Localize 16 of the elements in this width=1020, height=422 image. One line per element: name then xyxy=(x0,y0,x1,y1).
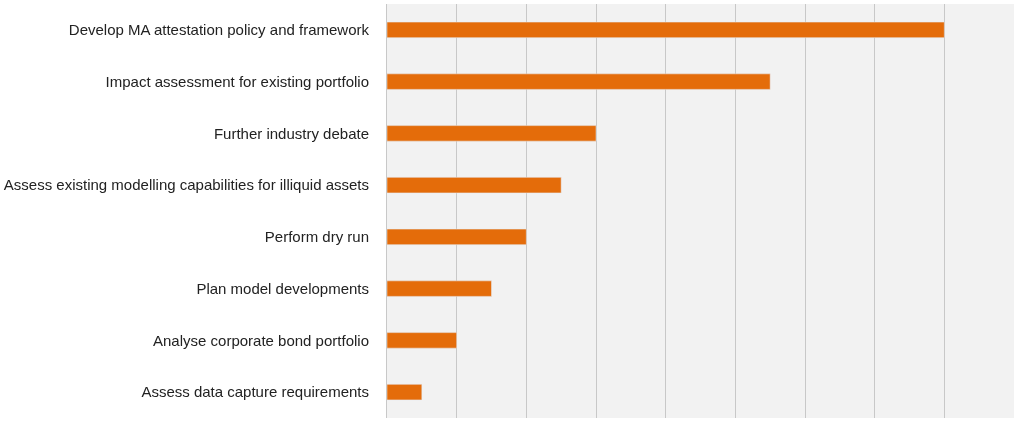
y-tick-label: Develop MA attestation policy and framework xyxy=(68,21,370,39)
y-tick-label: Further industry debate xyxy=(213,124,369,142)
y-tick-label: Assess existing modelling capabilities for illiquid assets xyxy=(3,176,369,194)
y-tick-label: Impact assessment for existing portfolio xyxy=(105,72,369,90)
bar xyxy=(387,177,562,194)
y-tick-label: Analyse corporate bond portfolio xyxy=(153,331,369,349)
bar xyxy=(387,384,423,401)
bar xyxy=(387,125,597,142)
bar xyxy=(387,21,945,38)
bar xyxy=(387,332,457,349)
bar xyxy=(387,73,771,90)
y-tick-label: Assess data capture requirements xyxy=(141,383,369,401)
y-tick-label: Plan model developments xyxy=(196,279,369,297)
bar xyxy=(387,228,527,245)
y-tick-label: Perform dry run xyxy=(264,228,369,246)
bar xyxy=(387,280,492,297)
